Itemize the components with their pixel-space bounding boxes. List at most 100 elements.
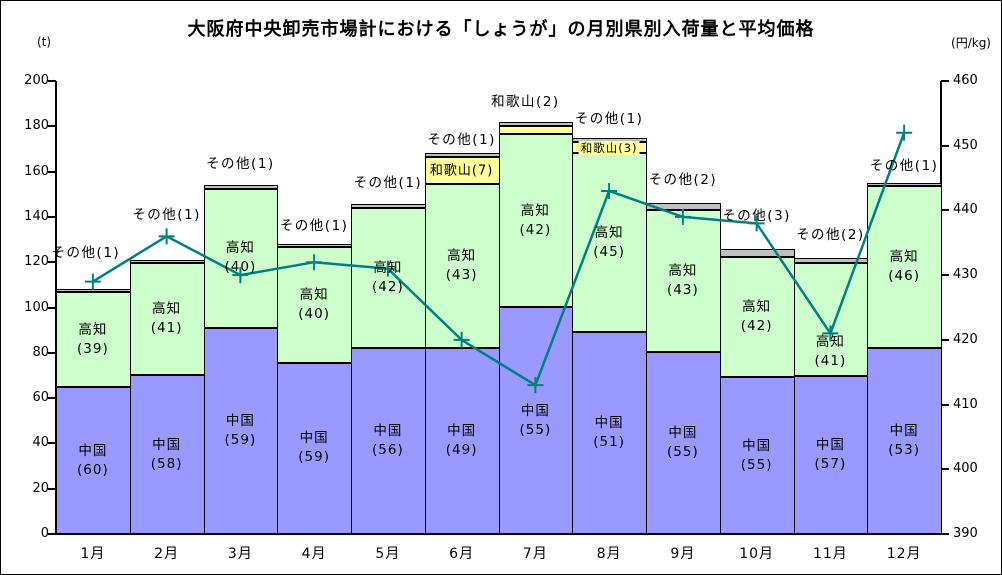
y-axis-left-tick — [48, 533, 56, 535]
above-bar-annotation: その他(3) — [722, 207, 791, 224]
x-axis-month-label: 11月 — [812, 546, 848, 562]
y-axis-left-tick-label: 180 — [24, 118, 49, 134]
bar-segment-label-china: 中国 (58) — [150, 436, 183, 472]
bar-segment-label-china: 中国 (55) — [740, 437, 773, 473]
bar-segment-label-china: 中国 (53) — [888, 422, 920, 458]
bar-segment-china — [129, 375, 205, 534]
y-axis-right-tick — [941, 80, 949, 82]
y-axis-right-tick — [941, 209, 949, 212]
y-axis-right-tick — [941, 468, 949, 471]
y-axis-left-tick — [48, 442, 56, 445]
y-axis-right-tick-label: 410 — [953, 396, 978, 412]
y-axis-right-tick-label: 430 — [953, 267, 978, 283]
bar-segment-label-kochi: 高知 (43) — [667, 263, 699, 299]
bar-segment-label-china: 中国 (55) — [667, 425, 699, 461]
bar-segment-other — [129, 259, 205, 263]
x-axis-line — [55, 533, 942, 535]
bar-segment-label-kochi: 高知 (46) — [888, 249, 920, 285]
y-axis-right-tick — [941, 274, 949, 277]
y-axis-left-tick — [48, 215, 56, 218]
bar-segment-label-china: 中国 (56) — [372, 422, 404, 458]
x-axis-month-label: 6月 — [449, 546, 475, 562]
above-bar-annotation: その他(1) — [206, 156, 275, 173]
x-axis-month-label: 1月 — [80, 546, 106, 562]
bar-segment-label-kochi: 高知 (41) — [150, 300, 183, 336]
y-axis-left-tick-label: 160 — [24, 163, 49, 179]
above-bar-annotation: その他(1) — [51, 245, 121, 262]
above-bar-annotation: 和歌山(2) — [491, 93, 560, 110]
x-axis-month-label: 2月 — [154, 546, 180, 562]
x-axis-month-label: 7月 — [522, 546, 548, 562]
bar-segment-china — [719, 377, 795, 534]
above-bar-annotation: その他(1) — [427, 132, 496, 149]
y-axis-left-tick — [48, 80, 56, 82]
y-axis-left-tick — [48, 487, 56, 490]
bar-segment-label-kochi: 高知 (45) — [593, 224, 625, 260]
y-axis-left-tick-label: 100 — [24, 299, 49, 315]
bar-segment-other — [498, 121, 574, 126]
y-axis-left-tick-label: 140 — [24, 208, 49, 224]
y-axis-left-tick-label: 80 — [32, 344, 49, 360]
above-bar-annotation: その他(1) — [132, 206, 201, 223]
y-axis-left-tick-label: 60 — [32, 390, 49, 406]
bar-segment-label-china: 中国 (60) — [77, 442, 109, 478]
x-axis-month-label: 8月 — [596, 546, 622, 562]
bar-segment-other — [277, 244, 352, 247]
bar-segment-label-china: 中国 (59) — [298, 430, 330, 466]
above-bar-annotation: その他(2) — [796, 226, 865, 243]
bar-segment-other — [646, 203, 721, 210]
bar-segment-label-kochi: 高知 (42) — [519, 202, 552, 238]
bar-segment-label-kochi: 高知 (41) — [814, 333, 847, 369]
x-axis-month-label: 5月 — [375, 546, 401, 562]
y-axis-left-tick-label: 20 — [32, 480, 49, 496]
bar-segment-other — [424, 153, 500, 158]
y-axis-left-tick — [48, 125, 56, 128]
y-axis-left-tick — [48, 351, 56, 354]
bar-segment-label-wakayama: 和歌山(7) — [429, 163, 494, 179]
y-axis-right-tick — [941, 144, 949, 147]
y-axis-right-tick-label: 460 — [953, 73, 978, 88]
bar-segment-label-china: 中国 (57) — [814, 437, 847, 473]
price-plus-marker — [158, 228, 175, 245]
chart-title: 大阪府中央卸売市場計における「しょうが」の月別県別入荷量と平均価格 — [187, 19, 815, 40]
bar-segment-label-kochi: 高知 (42) — [740, 299, 773, 335]
above-bar-annotation: その他(1) — [353, 175, 423, 192]
y-axis-left-tick-label: 200 — [24, 73, 49, 88]
above-bar-annotation: その他(1) — [279, 218, 349, 235]
y-axis-left-tick — [48, 261, 56, 264]
above-bar-annotation: その他(1) — [869, 157, 939, 174]
above-bar-annotation: その他(2) — [648, 172, 718, 189]
bar-segment-label-kochi: 高知 (40) — [298, 286, 330, 322]
bar-segment-label-china: 中国 (59) — [224, 413, 257, 449]
y-axis-right-tick-label: 390 — [953, 526, 978, 541]
bar-segment-other — [719, 248, 795, 258]
bar-segment-label-china: 中国 (51) — [593, 414, 625, 450]
bar-segment-other — [793, 257, 869, 264]
bar-segment-other — [56, 289, 131, 292]
y-axis-right-tick-label: 440 — [953, 202, 978, 218]
bar-segment-label-kochi: 高知 (43) — [445, 247, 478, 283]
y-axis-right-tick-label: 400 — [953, 461, 978, 477]
bar-segment-wakayama — [498, 125, 574, 135]
x-axis-month-label: 12月 — [886, 546, 922, 562]
y-axis-left-tick — [48, 306, 56, 309]
right-axis-unit-label: (円/kg) — [951, 36, 991, 50]
bar-segment-label-wakayama: 和歌山(3) — [578, 140, 640, 155]
y-axis-left-tick-label: 0 — [40, 526, 49, 541]
y-axis-left-tick-label: 120 — [24, 254, 49, 270]
bar-segment-label-china: 中国 (55) — [519, 402, 552, 438]
bar-segment-other — [203, 185, 279, 189]
x-axis-month-label: 9月 — [670, 546, 696, 562]
y-axis-left-tick — [48, 170, 56, 173]
x-axis-month-label: 3月 — [227, 546, 253, 562]
bar-segment-other — [867, 182, 942, 187]
y-axis-left-tick-label: 40 — [32, 435, 49, 451]
y-axis-left-tick — [48, 397, 56, 400]
bar-segment-china — [793, 376, 869, 534]
price-plus-marker — [84, 273, 101, 290]
bar-segment-label-kochi: 高知 (39) — [77, 321, 109, 357]
above-bar-annotation: その他(1) — [574, 110, 644, 127]
y-axis-right-tick — [941, 338, 949, 341]
price-plus-marker — [896, 124, 913, 141]
